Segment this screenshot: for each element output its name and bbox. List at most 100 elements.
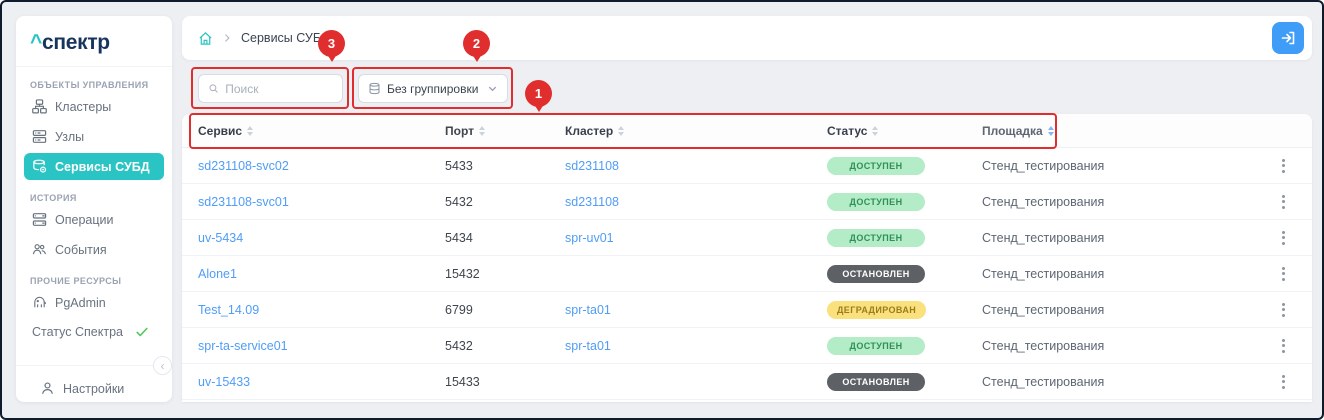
site-value: Стенд_тестирования: [982, 374, 1105, 389]
column-header-cluster[interactable]: Кластер: [565, 124, 827, 138]
port-value: 5434: [445, 230, 473, 245]
port-value: 5432: [445, 338, 473, 353]
column-header-service[interactable]: Сервис: [182, 124, 445, 138]
site-value: Стенд_тестирования: [982, 266, 1105, 281]
table-row: Test_14.09 6799 spr-ta01 ДЕГРАДИРОВАН Ст…: [182, 292, 1312, 328]
column-header-port[interactable]: Порт: [445, 124, 565, 138]
column-header-site[interactable]: Площадка: [982, 124, 1260, 138]
port-value: 15432: [445, 266, 480, 281]
pin-number: 1: [534, 86, 543, 101]
kebab-menu-icon[interactable]: [1278, 227, 1289, 249]
service-link[interactable]: uv-5434: [198, 230, 244, 245]
service-link[interactable]: uv-15433: [198, 374, 251, 389]
sidebar-item-label: PgAdmin: [55, 295, 106, 310]
kebab-menu-icon[interactable]: [1278, 263, 1289, 285]
services-table: Сервис Порт Кластер Статус Площадка: [182, 114, 1312, 402]
column-label: Порт: [445, 123, 475, 138]
operations-icon: [32, 213, 47, 226]
table-header-row: Сервис Порт Кластер Статус Площадка: [182, 114, 1312, 148]
site-value: Стенд_тестирования: [982, 230, 1105, 245]
annotation-pin-2: 2: [463, 30, 490, 57]
search-box: [198, 74, 343, 103]
breadcrumb: Сервисы СУБД: [182, 16, 1312, 60]
status-badge: ДОСТУПЕН: [827, 336, 925, 355]
column-label: Статус: [827, 123, 868, 138]
site-value: Стенд_тестирования: [982, 158, 1105, 173]
status-badge: ДЕГРАДИРОВАН: [827, 300, 927, 319]
port-value: 15433: [445, 374, 480, 389]
port-value: 6799: [445, 302, 473, 317]
home-icon[interactable]: [198, 31, 213, 46]
cluster-link[interactable]: spr-uv01: [565, 230, 614, 245]
chevron-left-icon: ‹: [160, 358, 165, 373]
cluster-link[interactable]: spr-ta01: [565, 338, 611, 353]
sidebar-item-settings[interactable]: Настройки: [32, 375, 156, 402]
kebab-menu-icon[interactable]: [1278, 299, 1289, 321]
sidebar-item-label: Кластеры: [55, 99, 112, 114]
pgadmin-icon: [34, 296, 46, 308]
table-row: sd231108-svc01 5432 sd231108 ДОСТУПЕН Ст…: [182, 184, 1312, 220]
service-link[interactable]: sd231108-svc01: [198, 194, 289, 209]
service-link[interactable]: sd231108-svc02: [198, 158, 289, 173]
sort-icon: [618, 125, 625, 136]
cluster-link[interactable]: sd231108: [565, 158, 619, 173]
search-input[interactable]: [225, 81, 333, 96]
kebab-menu-icon[interactable]: [1278, 335, 1289, 357]
breadcrumb-current: Сервисы СУБД: [241, 31, 330, 45]
table-row: sd231108-svc02 5433 sd231108 ДОСТУПЕН Ст…: [182, 148, 1312, 184]
status-badge: ДОСТУПЕН: [827, 228, 925, 247]
sidebar-section-other-resources: ПРОЧИЕ РЕСУРСЫ: [30, 276, 122, 286]
group-by-icon: [369, 82, 380, 95]
column-label: Кластер: [565, 123, 614, 138]
sort-icon: [872, 125, 879, 136]
logo-text: спектр: [41, 31, 110, 54]
login-button[interactable]: [1272, 22, 1304, 54]
table-row: spr-ta-service01 5432 spr-ta01 ДОСТУПЕН …: [182, 328, 1312, 364]
service-link[interactable]: spr-ta-service01: [198, 338, 288, 353]
sidebar-section-history: ИСТОРИЯ: [30, 193, 77, 203]
sidebar-item-spektr-status[interactable]: Статус Спектра: [24, 319, 164, 345]
cluster-link[interactable]: spr-ta01: [565, 302, 611, 317]
table-row: uv-5434 5434 spr-uv01 ДОСТУПЕН Стенд_тес…: [182, 220, 1312, 256]
sidebar-item-pgadmin[interactable]: PgAdmin: [24, 289, 164, 316]
grouping-dropdown[interactable]: Без группировки: [358, 74, 508, 103]
sidebar-item-events[interactable]: События: [24, 236, 164, 263]
chevron-down-icon: [487, 83, 498, 94]
sidebar-item-clusters[interactable]: Кластеры: [24, 93, 164, 120]
sidebar-collapse-button[interactable]: ‹: [153, 356, 172, 375]
sort-icon: [479, 125, 486, 136]
annotation-pin-1: 1: [525, 80, 552, 107]
sidebar-item-db-services[interactable]: Сервисы СУБД: [24, 153, 164, 180]
sidebar-item-nodes[interactable]: Узлы: [24, 123, 164, 150]
service-link[interactable]: Test_14.09: [198, 302, 260, 317]
site-value: Стенд_тестирования: [982, 194, 1105, 209]
events-icon: [32, 244, 46, 255]
user-icon: [42, 382, 53, 394]
table-row: Alone1 15432 ОСТАНОВЛЕН Стенд_тестирован…: [182, 256, 1312, 292]
site-value: Стенд_тестирования: [982, 302, 1105, 317]
clusters-icon: [32, 99, 47, 114]
chevron-right-icon: [221, 32, 233, 44]
nodes-icon: [32, 130, 47, 143]
kebab-menu-icon[interactable]: [1278, 371, 1289, 393]
service-link[interactable]: Alone1: [198, 266, 237, 281]
check-icon: [135, 325, 149, 339]
grouping-value: Без группировки: [387, 81, 479, 96]
annotation-pin-3: 3: [318, 30, 345, 57]
pin-number: 2: [472, 36, 481, 51]
logo-caret: ^: [30, 31, 42, 54]
status-badge: ДОСТУПЕН: [827, 192, 925, 211]
cluster-link[interactable]: sd231108: [565, 194, 619, 209]
sidebar-item-label: Статус Спектра: [32, 325, 123, 339]
status-badge: ДОСТУПЕН: [827, 156, 925, 175]
port-value: 5433: [445, 158, 473, 173]
sidebar-item-label: Настройки: [63, 381, 125, 396]
kebab-menu-icon[interactable]: [1278, 155, 1289, 177]
sidebar-item-operations[interactable]: Операции: [24, 206, 164, 233]
kebab-menu-icon[interactable]: [1278, 191, 1289, 213]
column-header-status[interactable]: Статус: [827, 124, 982, 138]
column-label: Площадка: [982, 123, 1043, 138]
pin-number: 3: [327, 36, 336, 51]
sort-icon: [247, 125, 254, 136]
